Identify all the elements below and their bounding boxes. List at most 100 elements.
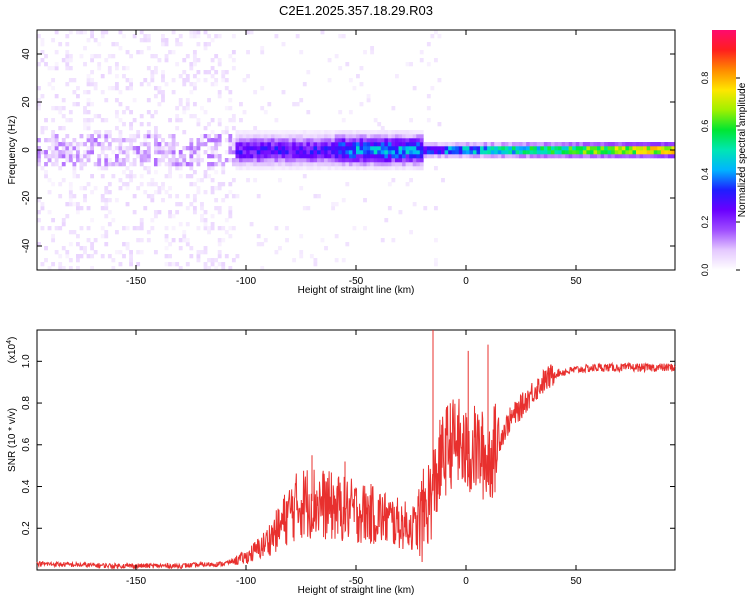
heatmap-cell <box>242 146 247 151</box>
heatmap-cell <box>309 146 314 151</box>
heatmap-cell <box>189 30 194 35</box>
heatmap-cell <box>171 138 176 143</box>
heatmap-cell <box>309 166 314 171</box>
heatmap-cell <box>214 206 219 211</box>
heatmap-cell <box>448 142 452 147</box>
heatmap-cell <box>61 178 66 183</box>
heatmap-cell <box>132 174 137 179</box>
heatmap-cell <box>579 154 584 159</box>
heatmap-cell <box>47 138 52 143</box>
heatmap-cell <box>214 82 219 87</box>
heatmap-cell <box>182 230 187 235</box>
heatmap-cell <box>497 154 502 159</box>
heatmap-cell <box>168 254 172 259</box>
heatmap-cell <box>433 238 438 243</box>
heatmap-cell <box>391 150 396 155</box>
heatmap-cell <box>536 150 541 155</box>
heatmap-cell <box>426 154 431 159</box>
heatmap-cell <box>246 50 250 55</box>
heatmap-cell <box>302 174 307 179</box>
heatmap-cell <box>412 86 417 91</box>
heatmap-cell <box>497 150 502 155</box>
heatmap-cell <box>231 34 236 39</box>
heatmap-cell <box>565 150 569 155</box>
heatmap-cell <box>504 154 509 159</box>
heatmap-cell <box>334 202 339 207</box>
heatmap-cell <box>320 158 325 163</box>
heatmap-cell <box>228 214 233 219</box>
heatmap-cell <box>65 62 70 67</box>
spectrogram-x-axis: -150 -100 -50 0 50 <box>126 30 582 287</box>
heatmap-cell <box>189 174 194 179</box>
heatmap-cell <box>132 138 137 143</box>
heatmap-cell <box>317 158 321 163</box>
heatmap-cell <box>242 150 247 155</box>
heatmap-cell <box>274 166 279 171</box>
heatmap-cell <box>235 142 240 147</box>
heatmap-cell <box>540 146 545 151</box>
heatmap-cell <box>90 150 95 155</box>
heatmap-cell <box>313 138 318 143</box>
heatmap-cell <box>221 166 226 171</box>
heatmap-cell <box>657 150 662 155</box>
heatmap-cell <box>295 166 300 171</box>
heatmap-cell <box>90 82 95 87</box>
heatmap-cell <box>51 182 56 187</box>
heatmap-cell <box>125 86 130 91</box>
heatmap-cell <box>370 130 375 135</box>
heatmap-cell <box>136 154 141 159</box>
heatmap-cell <box>511 146 516 151</box>
heatmap-cell <box>628 150 633 155</box>
heatmap-cell <box>217 250 222 255</box>
heatmap-cell <box>426 142 431 147</box>
heatmap-cell <box>175 118 180 123</box>
heatmap-cell <box>192 158 197 163</box>
heatmap-cell <box>171 134 176 139</box>
heatmap-cell <box>433 206 438 211</box>
heatmap-cell <box>61 98 66 103</box>
heatmap-cell <box>65 34 70 39</box>
heatmap-cell <box>597 154 601 159</box>
heatmap-cell <box>171 150 176 155</box>
heatmap-cell <box>122 182 126 187</box>
heatmap-cell <box>370 134 375 139</box>
heatmap-cell <box>182 82 187 87</box>
heatmap-cell <box>387 138 392 143</box>
heatmap-cell <box>129 138 133 143</box>
heatmap-cell <box>614 150 619 155</box>
heatmap-cell <box>519 142 523 147</box>
heatmap-cell <box>363 198 367 203</box>
heatmap-cell <box>40 206 45 211</box>
heatmap-cell <box>600 146 605 151</box>
heatmap-cell <box>83 142 87 147</box>
heatmap-cell <box>125 226 130 231</box>
heatmap-cell <box>161 198 165 203</box>
heatmap-cell <box>200 134 204 139</box>
heatmap-cell <box>529 142 534 147</box>
heatmap-cell <box>568 142 573 147</box>
heatmap-cell <box>448 154 452 159</box>
heatmap-cell <box>387 146 392 151</box>
heatmap-cell <box>373 166 378 171</box>
heatmap-cell <box>345 150 350 155</box>
heatmap-cell <box>650 146 655 151</box>
heatmap-cell <box>317 150 321 155</box>
heatmap-cell <box>274 226 279 231</box>
heatmap-cell <box>285 158 289 163</box>
heatmap-cell <box>68 110 73 115</box>
heatmap-cell <box>214 266 219 271</box>
heatmap-cell <box>433 150 438 155</box>
heatmap-cell <box>189 166 194 171</box>
heatmap-cell <box>249 158 254 163</box>
heatmap-cell <box>373 118 378 123</box>
heatmap-cell <box>90 78 95 83</box>
heatmap-cell <box>511 142 516 147</box>
heatmap-cell <box>146 82 151 87</box>
heatmap-cell <box>444 150 449 155</box>
heatmap-cell <box>44 162 48 167</box>
heatmap-cell <box>263 110 268 115</box>
heatmap-cell <box>221 266 226 271</box>
heatmap-cell <box>90 30 95 35</box>
heatmap-cell <box>455 142 460 147</box>
heatmap-cell <box>153 162 158 167</box>
